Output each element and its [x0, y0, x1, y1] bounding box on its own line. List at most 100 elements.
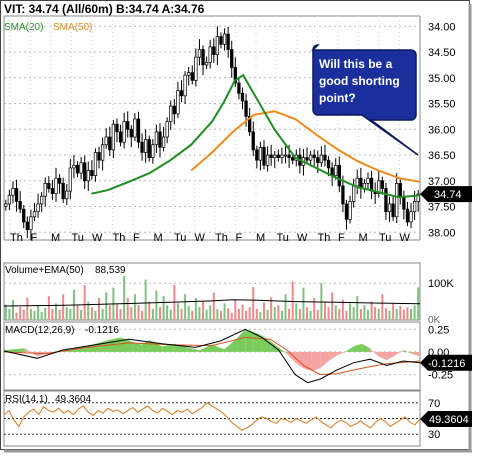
candle-body [280, 154, 284, 158]
candle-body [226, 33, 230, 50]
macd-histogram-area [120, 337, 133, 352]
candle-body [409, 211, 413, 223]
candle-body [140, 141, 144, 153]
macd-title: MACD(12,26,9) [5, 325, 74, 336]
macd-histogram-area [278, 347, 287, 354]
candle-body [172, 105, 176, 115]
day-label: Tu [72, 232, 84, 244]
candle-body [391, 203, 395, 218]
macd-histogram-area [149, 340, 163, 352]
candle-body [75, 164, 80, 174]
macd-line [3, 328, 421, 384]
macd-histogram-area [141, 340, 150, 352]
annotation-text: point? [319, 91, 356, 105]
macd-histogram-area [370, 348, 379, 357]
candle-body [158, 131, 162, 148]
price-panel-border [3, 15, 421, 241]
sma50-line [190, 110, 421, 183]
last-price-label: 34.74 [434, 189, 462, 201]
sma20-line [91, 73, 421, 199]
candle-body [204, 61, 209, 66]
chart-title: VIT: 34.74 (All/60m) B:34.74 A:34.76 [4, 2, 205, 16]
macd-axis-label: -0.25 [428, 370, 453, 382]
macd-histogram-area [199, 344, 212, 352]
candle-body [36, 203, 40, 213]
candle-body [402, 195, 406, 210]
volume-title: Volume+EMA(50) [5, 265, 84, 276]
annotation-text: Will this be a [319, 57, 393, 71]
macd-histogram-area [4, 348, 25, 352]
last-price-marker [420, 186, 472, 203]
candle-body [265, 154, 270, 166]
candle-body [136, 118, 141, 143]
candle-body [337, 164, 341, 187]
candle-body [344, 203, 349, 220]
candle-body [276, 154, 280, 158]
macd-histogram-area [162, 343, 175, 352]
candle-body [316, 157, 320, 164]
candle-body [230, 49, 234, 68]
candle-body [341, 185, 345, 205]
macd-histogram-area [253, 331, 262, 352]
candle-body [237, 82, 241, 94]
candle-body [240, 92, 245, 102]
rsi-axis-label: 30 [428, 429, 440, 441]
day-label: F [236, 232, 243, 244]
day-label: M [256, 232, 265, 244]
macd-histogram-area [353, 343, 362, 352]
candle-body [179, 90, 184, 97]
candle-body [169, 105, 173, 122]
candle-body [369, 177, 374, 192]
macd-histogram-area [286, 351, 296, 363]
candle-body [319, 154, 324, 164]
candle-body [283, 154, 288, 157]
candle-body [215, 36, 220, 55]
volume-axis-label-partial: 0K [428, 315, 441, 326]
sma20-legend: SMA(20) [4, 22, 43, 33]
candle-body [86, 170, 90, 182]
candle-body [395, 183, 399, 218]
candle-body [154, 131, 159, 146]
candle-body [377, 180, 381, 195]
candle-body [118, 131, 123, 143]
candle-body [405, 208, 410, 223]
candle-body [54, 177, 58, 195]
candle-body [251, 131, 255, 151]
candle-body [176, 90, 180, 115]
macd-histogram-area [320, 351, 329, 369]
candle-body [262, 146, 266, 166]
macd-histogram-area [187, 347, 200, 352]
rsi-line [3, 402, 421, 431]
candle-body [326, 159, 331, 169]
rsi-last-label: 49.3604 [429, 414, 469, 426]
candle-body [50, 188, 55, 195]
macd-last-label: -0.1216 [428, 358, 465, 370]
candle-body [115, 123, 119, 133]
candle-body [68, 167, 72, 192]
day-label: M [154, 232, 163, 244]
day-label: Tu [277, 232, 289, 244]
candle-body [111, 123, 116, 151]
annotation-callout [311, 44, 419, 156]
candle-body [416, 193, 420, 202]
day-label: Th [215, 232, 228, 244]
rsi-title: RSI(14.1) [5, 394, 48, 405]
candle-body [183, 74, 187, 97]
macd-signal-line [3, 336, 421, 376]
macd-histogram-area [245, 329, 254, 352]
candle-body [133, 118, 137, 138]
candle-body [147, 139, 151, 158]
candle-body [212, 46, 216, 55]
candle-body [104, 136, 108, 146]
candle-body [14, 188, 19, 202]
day-label: M [359, 232, 368, 244]
day-label: Tu [174, 232, 186, 244]
candle-body [18, 201, 22, 210]
macd-histogram-area [24, 348, 38, 357]
macd-histogram-area [395, 350, 404, 356]
price-axis-label: 37.50 [428, 202, 456, 214]
day-label: W [195, 232, 206, 244]
candle-body [334, 164, 338, 176]
candle-body [97, 152, 101, 161]
macd-histogram-area [411, 351, 420, 357]
